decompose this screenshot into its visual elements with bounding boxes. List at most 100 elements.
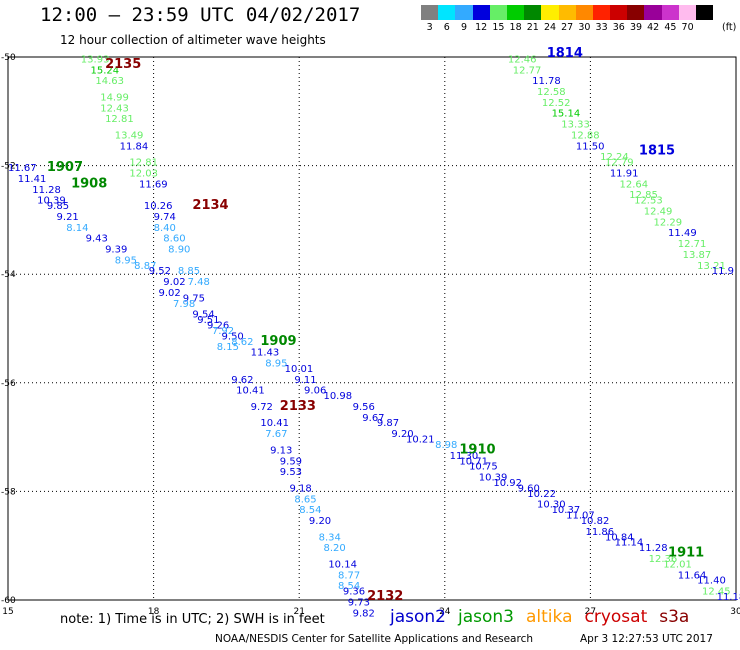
legend-swatch bbox=[627, 5, 645, 20]
wave-height-reading: 7.48 bbox=[188, 277, 210, 288]
wave-height-reading: 13.49 bbox=[115, 130, 144, 141]
wave-height-reading: 7.92 bbox=[212, 326, 234, 337]
wave-height-reading: 11.07 bbox=[566, 511, 595, 522]
longitude-tick-label: 18 bbox=[148, 607, 160, 617]
wave-height-reading: 10.71 bbox=[459, 456, 488, 467]
wave-height-reading: 9.54 bbox=[192, 310, 214, 321]
wave-height-reading: 11.49 bbox=[668, 228, 697, 239]
wave-height-reading: 8.62 bbox=[231, 337, 253, 348]
wave-height-reading: 8.60 bbox=[163, 234, 185, 245]
wave-height-reading: 9.62 bbox=[231, 375, 253, 386]
wave-height-reading: 8.40 bbox=[154, 223, 176, 234]
wave-height-reading: 10.26 bbox=[144, 201, 173, 212]
wave-height-reading: 12.24 bbox=[600, 152, 629, 163]
legend-swatch bbox=[696, 5, 714, 20]
wave-height-reading: 11.84 bbox=[120, 141, 149, 152]
wave-height-reading: 9.39 bbox=[105, 244, 127, 255]
wave-height-reading: 11.28 bbox=[639, 543, 668, 554]
legend-swatch bbox=[506, 5, 525, 20]
wave-height-reading: 10.75 bbox=[469, 462, 498, 473]
wave-height-reading: 10.92 bbox=[493, 478, 522, 489]
latitude-tick-label: -50 bbox=[1, 53, 16, 63]
legend-swatch bbox=[592, 5, 611, 20]
wave-height-reading: 10.98 bbox=[323, 391, 352, 402]
wave-height-reading: 9.87 bbox=[377, 418, 399, 429]
latitude-tick-label: -60 bbox=[1, 596, 16, 606]
wave-height-reading: 12.52 bbox=[542, 98, 571, 109]
wave-height-reading: 8.77 bbox=[338, 570, 360, 581]
wave-height-reading: 9.50 bbox=[222, 331, 244, 342]
legend-step-label: 36 bbox=[612, 22, 625, 33]
wave-height-reading: 12.46 bbox=[508, 54, 537, 65]
longitude-tick-label: 21 bbox=[293, 607, 304, 617]
pass-time-label: 1907 bbox=[47, 160, 83, 175]
wave-height-reading: 9.21 bbox=[57, 212, 79, 223]
wave-height-reading: 12.77 bbox=[513, 65, 542, 76]
pass-time-label: 2133 bbox=[280, 399, 316, 414]
wave-height-reading: 10.22 bbox=[527, 489, 556, 500]
longitude-tick-label: 30 bbox=[730, 607, 740, 617]
wave-height-reading: 13.87 bbox=[683, 250, 712, 261]
legend-step-label: 18 bbox=[509, 22, 522, 33]
wave-height-reading: 10.37 bbox=[552, 505, 581, 516]
legend-swatch bbox=[678, 5, 696, 20]
wave-height-reading: 9.52 bbox=[149, 266, 171, 277]
wave-height-reading: 7.67 bbox=[265, 429, 287, 440]
legend-step-label: 3 bbox=[426, 22, 433, 33]
wave-height-reading: 9.18 bbox=[289, 483, 311, 494]
legend-step-label: 45 bbox=[664, 22, 677, 33]
legend-step-label: 15 bbox=[492, 22, 505, 33]
wave-height-reading: 12.81 bbox=[105, 114, 134, 125]
legend-swatch bbox=[558, 5, 576, 20]
page-subtitle: 12 hour collection of altimeter wave hei… bbox=[60, 33, 326, 47]
wave-height-reading: 12.45 bbox=[702, 587, 731, 598]
wave-height-reading: 11.91 bbox=[610, 168, 639, 179]
legend-swatch bbox=[644, 5, 662, 20]
wave-height-reading: 7.98 bbox=[173, 299, 195, 310]
wave-height-reading: 9.20 bbox=[309, 516, 331, 527]
wave-height-reading: 8.14 bbox=[66, 223, 88, 234]
wave-height-reading: 8.54 bbox=[299, 505, 321, 516]
wave-height-reading: 8.95 bbox=[265, 359, 287, 370]
wave-height-reading: 9.51 bbox=[197, 315, 219, 326]
page-title: 12:00 – 23:59 UTC 04/02/2017 bbox=[40, 4, 361, 26]
wave-height-reading: 11.86 bbox=[586, 527, 615, 538]
wave-height-reading: 13.33 bbox=[561, 120, 590, 131]
wave-height-reading: 14.99 bbox=[100, 92, 129, 103]
legend-step-label: 33 bbox=[595, 22, 608, 33]
satellite-legend: jason2 jason3 altika cryosat s3a bbox=[390, 607, 701, 627]
wave-height-reading: 9.02 bbox=[158, 288, 180, 299]
legend-swatch bbox=[661, 5, 679, 20]
wave-height-reading: 9.73 bbox=[348, 597, 370, 608]
satellite-legend-s3a: s3a bbox=[659, 607, 690, 627]
legend-step-label: 70 bbox=[681, 22, 694, 33]
latitude-tick-label: -52 bbox=[1, 162, 16, 172]
wave-height-reading: 12.43 bbox=[100, 103, 129, 114]
legend-swatch bbox=[472, 5, 490, 20]
wave-height-reading: 9.72 bbox=[251, 402, 273, 413]
wave-height-reading: 11.67 bbox=[8, 163, 37, 174]
wave-height-reading: 11.9 bbox=[712, 266, 734, 277]
wave-height-reading: 12.64 bbox=[620, 179, 649, 190]
latitude-tick-label: -56 bbox=[1, 379, 16, 389]
pass-time-label: 2134 bbox=[192, 198, 228, 213]
pass-time-label: 2132 bbox=[367, 589, 403, 604]
legend-swatch bbox=[524, 5, 542, 20]
wave-height-reading: 8.20 bbox=[323, 543, 345, 554]
wave-height-reading: 8.95 bbox=[115, 255, 137, 266]
pass-time-label: 2135 bbox=[105, 57, 141, 72]
legend-step-label: 42 bbox=[647, 22, 660, 33]
wave-height-reading: 12.29 bbox=[653, 217, 682, 228]
legend-swatch bbox=[541, 5, 559, 20]
legend-unit: (ft) bbox=[722, 22, 737, 33]
pass-time-label: 1814 bbox=[547, 46, 583, 61]
wave-height-reading: 10.41 bbox=[260, 418, 289, 429]
wave-height-reading: 9.43 bbox=[86, 234, 108, 245]
wave-height-reading: 10.39 bbox=[37, 196, 66, 207]
footer-credit: NOAA/NESDIS Center for Satellite Applica… bbox=[215, 633, 533, 645]
wave-height-reading: 9.75 bbox=[183, 293, 205, 304]
wave-height-reading: 8.15 bbox=[217, 342, 239, 353]
wave-height-reading: 9.11 bbox=[294, 375, 316, 386]
wave-height-reading: 12.49 bbox=[644, 206, 673, 217]
